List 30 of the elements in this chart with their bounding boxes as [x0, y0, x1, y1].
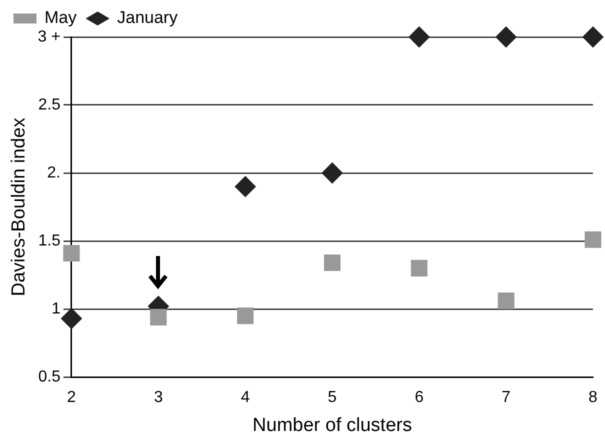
- x-tick-label: 6: [414, 389, 424, 406]
- x-tick-label: 8: [588, 389, 598, 406]
- point: [63, 244, 80, 262]
- y-axis-title: Davies-Bouldin index: [8, 117, 30, 296]
- legend-label: May: [44, 8, 78, 28]
- point: [324, 254, 341, 272]
- y-tick-label: 3 +: [38, 28, 60, 46]
- y-tick-label: 2.5: [38, 96, 61, 114]
- y-tick-label: 1: [52, 300, 61, 318]
- point: [60, 308, 82, 330]
- point: [237, 308, 254, 324]
- x-tick-label: 7: [502, 389, 511, 406]
- point: [408, 26, 430, 48]
- point: [498, 292, 514, 310]
- x-tick-label: 4: [240, 389, 250, 406]
- point: [582, 26, 604, 48]
- point: [150, 308, 167, 326]
- point: [234, 176, 256, 198]
- x-tick-label: 3: [154, 389, 163, 406]
- point: [410, 260, 428, 276]
- legend-label: January: [117, 8, 178, 28]
- point: [496, 26, 517, 48]
- point: [584, 231, 602, 248]
- point: [322, 162, 343, 184]
- x-axis-title: Number of clusters: [252, 414, 412, 436]
- x-tick-label: 5: [328, 389, 337, 406]
- y-tick-label: 2.: [47, 164, 60, 182]
- y-tick-label: 0.5: [38, 368, 61, 386]
- y-tick-label: 1.5: [38, 232, 61, 250]
- x-tick-label: 2: [67, 389, 76, 406]
